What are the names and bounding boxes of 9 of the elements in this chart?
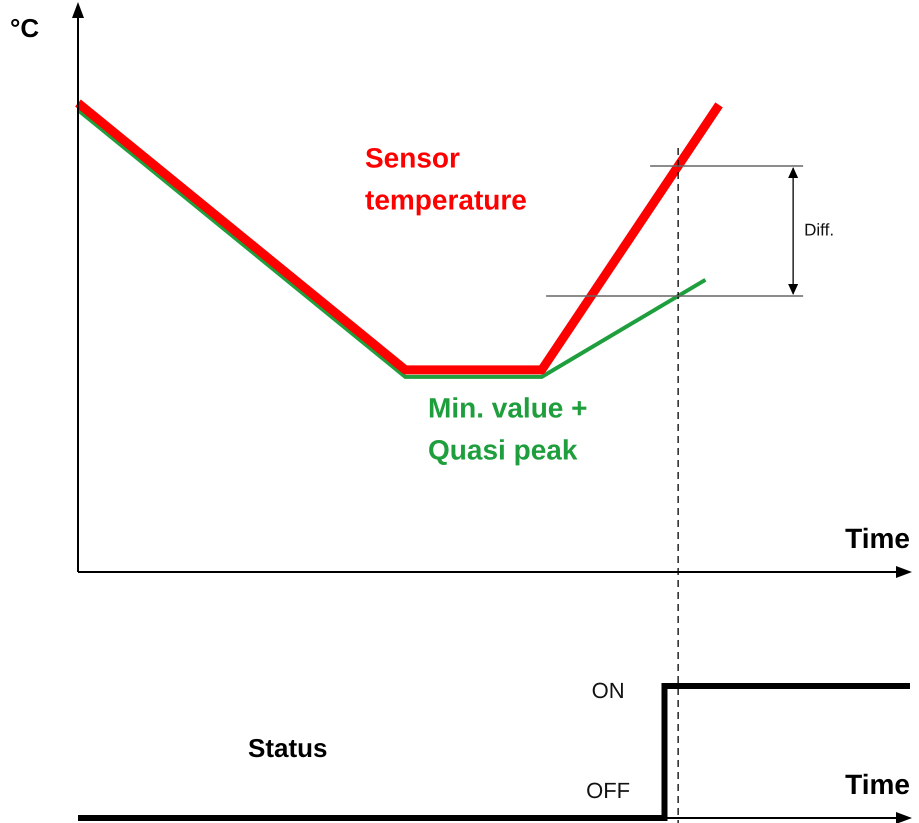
y-axis-title: °C bbox=[10, 13, 40, 43]
x-axis-title: Time bbox=[845, 523, 910, 554]
series-label: Min. value + Quasi peak bbox=[428, 392, 588, 466]
annotation: Diff. bbox=[804, 220, 834, 240]
annotation: ON bbox=[592, 678, 625, 704]
y-axis-title: Status bbox=[248, 733, 328, 763]
text: Sensor temperature bbox=[365, 142, 527, 216]
x-axis-title: Time bbox=[845, 769, 910, 800]
annotation: OFF bbox=[586, 778, 630, 804]
